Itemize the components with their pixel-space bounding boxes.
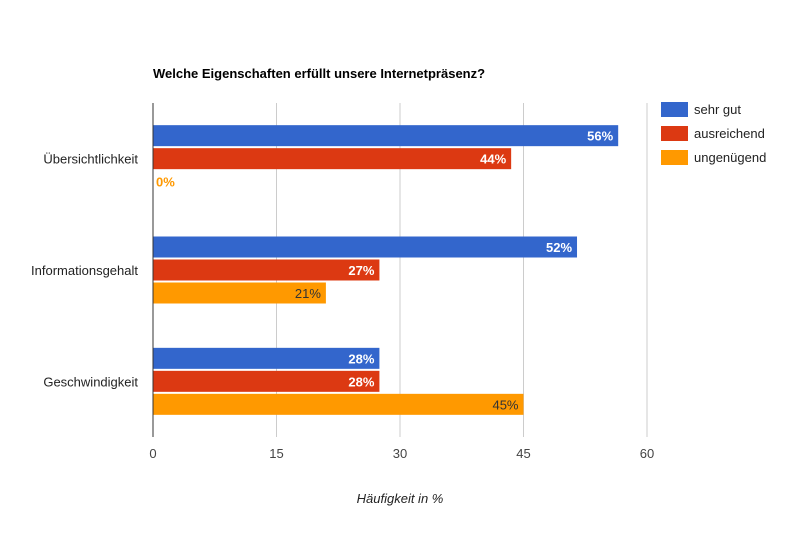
x-tick-labels: 0 15 30 45 60 xyxy=(149,446,654,461)
category-label: Geschwindigkeit xyxy=(43,374,138,389)
legend-swatch xyxy=(661,126,688,141)
x-axis-title: Häufigkeit in % xyxy=(357,491,444,506)
bars xyxy=(153,125,619,415)
data-label: 56% xyxy=(587,129,613,144)
data-label: 21% xyxy=(295,286,321,301)
data-label: 27% xyxy=(348,263,374,278)
chart-title: Welche Eigenschaften erfüllt unsere Inte… xyxy=(153,66,485,81)
data-label: 28% xyxy=(348,351,374,366)
x-tick-label: 45 xyxy=(516,446,530,461)
legend-swatch xyxy=(661,102,688,117)
data-labels: 56% 44% 0% 52% 27% 21% 28% 28% 45% xyxy=(156,129,614,413)
data-label: 52% xyxy=(546,240,572,255)
bar xyxy=(153,236,578,258)
legend-label: ausreichend xyxy=(694,126,765,141)
data-label: 44% xyxy=(480,152,506,167)
bar xyxy=(153,282,326,304)
bar xyxy=(153,393,524,415)
bar xyxy=(153,125,619,147)
category-labels: Übersichtlichkeit Informationsgehalt Gesch… xyxy=(31,152,138,390)
data-label: 45% xyxy=(492,397,518,412)
x-tick-label: 0 xyxy=(149,446,156,461)
x-tick-label: 30 xyxy=(393,446,407,461)
x-tick-label: 15 xyxy=(269,446,283,461)
data-label: 28% xyxy=(348,374,374,389)
legend: sehr gut ausreichend ungenügend xyxy=(661,102,766,165)
legend-swatch xyxy=(661,150,688,165)
category-label: Übersichtlichkeit xyxy=(43,152,138,167)
x-tick-label: 60 xyxy=(640,446,654,461)
data-label: 0% xyxy=(156,175,175,190)
bar xyxy=(153,259,380,281)
legend-label: ungenügend xyxy=(694,150,766,165)
legend-label: sehr gut xyxy=(694,102,741,117)
category-label: Informationsgehalt xyxy=(31,263,138,278)
bar xyxy=(153,148,512,170)
bar xyxy=(153,347,380,369)
bar xyxy=(153,370,380,392)
